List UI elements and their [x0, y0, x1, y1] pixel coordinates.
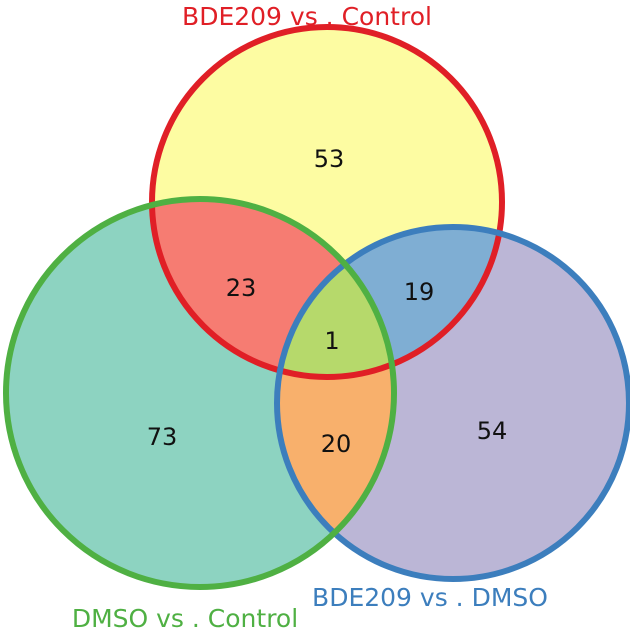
overlap-top-right	[277, 227, 502, 377]
set-top-label: BDE209 vs . Control	[182, 2, 432, 31]
count-right-only: 54	[477, 417, 508, 445]
count-left-right: 20	[321, 430, 352, 458]
count-all-three: 1	[324, 327, 339, 355]
count-top-left: 23	[226, 274, 257, 302]
count-left-only: 73	[147, 423, 178, 451]
count-top-only: 53	[314, 145, 345, 173]
set-left-label: DMSO vs . Control	[72, 604, 298, 633]
set-left-outline	[3, 196, 397, 590]
count-top-right: 19	[404, 278, 435, 306]
set-right-outline	[274, 224, 630, 582]
set-right-label: BDE209 vs . DMSO	[312, 583, 548, 612]
